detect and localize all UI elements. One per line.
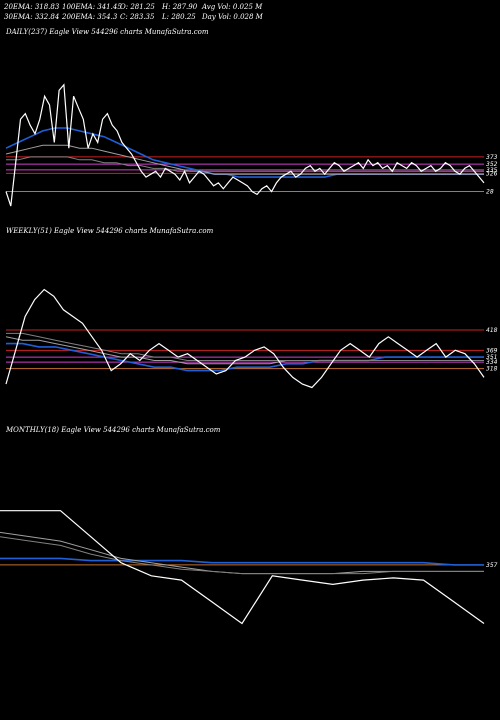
close-label: C: 283.35 (120, 13, 155, 21)
day-vol-label: Day Vol: 0.028 M (202, 13, 263, 21)
daily-level-label-2: 335 (486, 167, 498, 174)
weekly-level-label-0: 418 (486, 327, 498, 334)
monthly-chart: 357 (0, 510, 498, 625)
daily-level-label-1: 352 (486, 161, 498, 168)
ema200-label: 200EMA: 354.3 (62, 13, 118, 21)
daily-level-label-4: 28 (486, 189, 494, 196)
weekly-ema-line-0 (6, 342, 484, 372)
daily-panel-title: DAILY(237) Eagle View 544296 charts Muna… (6, 28, 209, 36)
daily-level-label-0: 373 (486, 154, 498, 161)
weekly-level-label-3: 334 (486, 359, 498, 366)
avg-vol-label: Avg Vol: 0.025 M (202, 3, 263, 11)
monthly-level-label-0: 357 (486, 562, 498, 569)
monthly-ema-line-1 (0, 531, 484, 575)
weekly-level-label-2: 351 (486, 354, 497, 361)
monthly-ema-line-0 (0, 557, 484, 566)
weekly-level-label-4: 318 (486, 366, 498, 373)
high-label: H: 287.90 (162, 3, 198, 11)
weekly-ema-line-2 (6, 332, 484, 361)
monthly-ema-line-2 (0, 536, 484, 575)
weekly-level-label-1: 369 (486, 347, 498, 354)
monthly-price-line (0, 510, 485, 625)
weekly-price-line (5, 288, 485, 389)
weekly-panel-title: WEEKLY(51) Eagle View 544296 charts Muna… (6, 227, 214, 235)
daily-price-line (5, 83, 485, 207)
ema20-label: 20EMA: 318.83 (4, 3, 60, 11)
ema100-label: 100EMA: 341.45 (62, 3, 122, 11)
daily-level-label-3: 326 (486, 170, 498, 177)
low-label: L: 280.25 (162, 13, 196, 21)
monthly-panel-title: MONTHLY(18) Eagle View 544296 charts Mun… (6, 426, 221, 434)
ema30-label: 30EMA: 332.84 (4, 13, 60, 21)
open-label: O: 281.25 (120, 3, 155, 11)
daily-ema-line-1 (5, 144, 484, 175)
daily-ema-line-2 (6, 156, 484, 172)
